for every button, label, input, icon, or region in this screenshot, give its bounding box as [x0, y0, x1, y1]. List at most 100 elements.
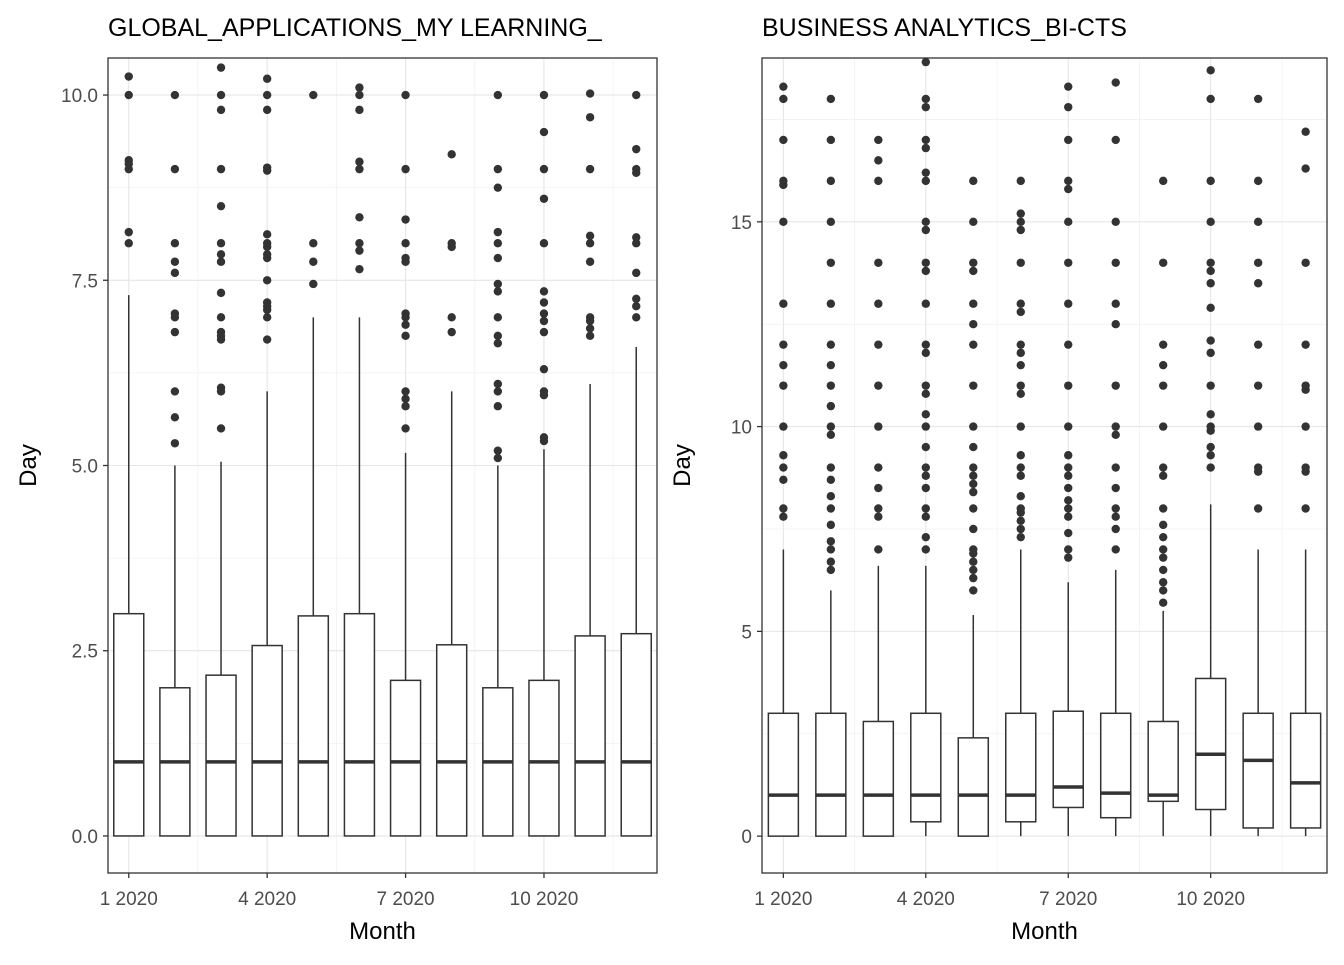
outlier-point	[401, 90, 410, 100]
box-iqr	[343, 612, 376, 837]
outlier-point	[826, 135, 836, 145]
outlier-point	[1016, 360, 1025, 370]
outlier-point	[779, 340, 788, 349]
outlier-point	[874, 483, 883, 493]
outlier-point	[1064, 258, 1073, 267]
y-tick-label: 5	[741, 622, 752, 643]
outlier-point	[969, 258, 978, 267]
box-month-12	[620, 90, 652, 837]
outlier-point	[1206, 451, 1215, 460]
outlier-point	[1064, 381, 1073, 390]
box-month-6	[1005, 176, 1037, 837]
outlier-point	[826, 520, 836, 530]
outlier-point	[1016, 176, 1025, 186]
outlier-point	[262, 105, 272, 115]
outlier-point	[1158, 176, 1168, 186]
outlier-point	[1206, 94, 1215, 104]
outlier-point	[1016, 532, 1025, 542]
y-axis-title: Day	[669, 444, 696, 487]
outlier-point	[921, 217, 931, 227]
outlier-point	[539, 309, 549, 318]
outlier-point	[1016, 348, 1025, 358]
box-month-11	[574, 89, 606, 837]
outlier-point	[921, 410, 931, 419]
outlier-point	[539, 287, 549, 296]
outlier-point	[921, 258, 931, 267]
outlier-point	[493, 90, 503, 100]
outlier-point	[874, 463, 883, 472]
box-iqr	[528, 679, 560, 837]
outlier-point	[262, 298, 272, 307]
y-tick-label: 10.0	[61, 86, 98, 107]
outlier-point	[1111, 258, 1120, 267]
outlier-point	[969, 340, 978, 349]
outlier-point	[124, 90, 133, 100]
outlier-point	[447, 150, 456, 159]
x-tick-label: 1 2020	[754, 889, 812, 910]
outlier-point	[826, 492, 836, 501]
outlier-point	[216, 327, 226, 337]
outlier-point	[401, 320, 410, 329]
outlier-point	[1206, 348, 1215, 358]
outlier-point	[969, 471, 978, 480]
outlier-point	[1111, 217, 1120, 227]
outlier-point	[170, 268, 180, 278]
outlier-point	[170, 257, 180, 266]
outlier-point	[921, 463, 931, 472]
outlier-point	[539, 90, 549, 100]
outlier-point	[1253, 176, 1263, 186]
box-iqr	[251, 644, 283, 837]
outlier-point	[826, 381, 836, 390]
box-month-10	[528, 90, 560, 837]
box-iqr	[957, 737, 990, 837]
box-month-10	[1194, 66, 1227, 837]
outlier-point	[1301, 381, 1310, 390]
outlier-point	[585, 231, 595, 241]
outlier-point	[1158, 578, 1168, 587]
outlier-point	[969, 266, 978, 276]
box-month-4	[910, 57, 942, 837]
outlier-point	[1253, 381, 1263, 390]
outlier-point	[779, 360, 788, 370]
outlier-point	[826, 422, 836, 431]
outlier-point	[632, 164, 641, 174]
x-tick-label: 7 2020	[1039, 889, 1097, 910]
outlier-point	[632, 144, 641, 154]
box-month-8	[1099, 78, 1132, 837]
outlier-point	[262, 74, 272, 83]
outlier-point	[1064, 463, 1073, 472]
box-month-9	[482, 90, 514, 837]
outlier-point	[170, 327, 180, 337]
outlier-point	[969, 524, 978, 534]
outlier-point	[493, 164, 503, 174]
outlier-point	[1016, 307, 1025, 317]
outlier-point	[1158, 340, 1168, 349]
outlier-point	[779, 176, 788, 186]
outlier-point	[826, 475, 836, 485]
outlier-point	[493, 287, 503, 296]
outlier-point	[1301, 164, 1310, 173]
outlier-point	[1064, 422, 1073, 431]
outlier-point	[632, 294, 641, 303]
outlier-point	[969, 573, 978, 583]
outlier-point	[969, 479, 978, 489]
outlier-point	[1253, 504, 1263, 513]
outlier-point	[493, 331, 503, 341]
outlier-point	[401, 394, 410, 404]
outlier-point	[921, 94, 931, 104]
outlier-point	[1016, 471, 1025, 480]
outlier-point	[921, 545, 931, 554]
outlier-point	[826, 463, 836, 472]
outlier-point	[921, 299, 931, 308]
outlier-point	[355, 105, 364, 115]
outlier-point	[1064, 512, 1073, 521]
outlier-point	[921, 266, 931, 276]
outlier-point	[874, 504, 883, 513]
outlier-point	[1016, 209, 1025, 218]
outlier-point	[170, 239, 180, 248]
outlier-point	[1016, 381, 1025, 390]
box-month-7	[389, 90, 422, 837]
outlier-point	[1158, 258, 1168, 267]
outlier-point	[539, 298, 549, 307]
box-month-4	[251, 74, 283, 837]
